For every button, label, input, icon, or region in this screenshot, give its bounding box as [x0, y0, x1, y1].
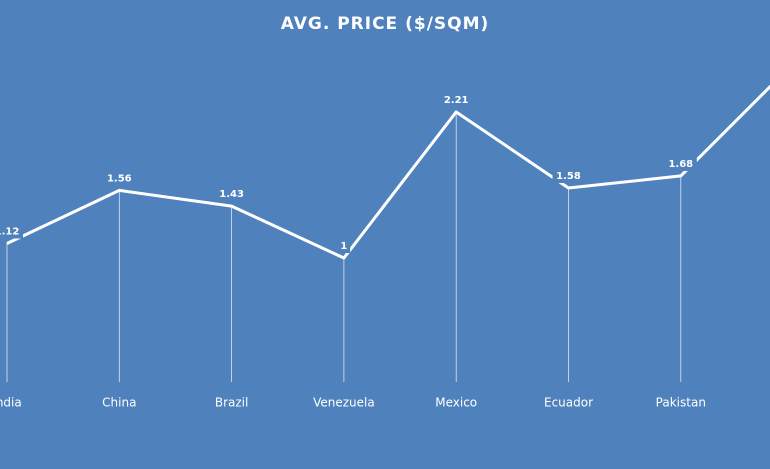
data-label-background	[440, 92, 473, 107]
x-tick-label: Venezuela	[313, 396, 375, 410]
x-tick-label: Ecuador	[544, 396, 593, 410]
data-label-background	[552, 168, 585, 183]
x-tick-label: India	[0, 396, 22, 410]
data-label: 1	[340, 241, 347, 252]
data-label-background	[0, 224, 23, 239]
x-tick-label: Brazil	[215, 396, 249, 410]
data-label: 1.68	[668, 159, 693, 170]
data-label-background	[215, 187, 248, 202]
data-label: 2.21	[444, 95, 469, 106]
data-label: 1.56	[107, 173, 132, 184]
price-line	[6, 84, 770, 260]
data-label-background	[664, 156, 697, 171]
x-tick-label: Pakistan	[656, 396, 706, 410]
data-label-background	[103, 171, 136, 186]
x-tick-label: Mexico	[435, 396, 477, 410]
data-label: 1.12	[0, 227, 19, 238]
data-label-background	[337, 239, 351, 253]
data-label: 1.58	[556, 171, 581, 182]
x-tick-label: China	[102, 396, 136, 410]
chart-title: AVG. PRICE ($/SQM)	[281, 14, 490, 34]
data-label: 1.43	[219, 189, 244, 200]
